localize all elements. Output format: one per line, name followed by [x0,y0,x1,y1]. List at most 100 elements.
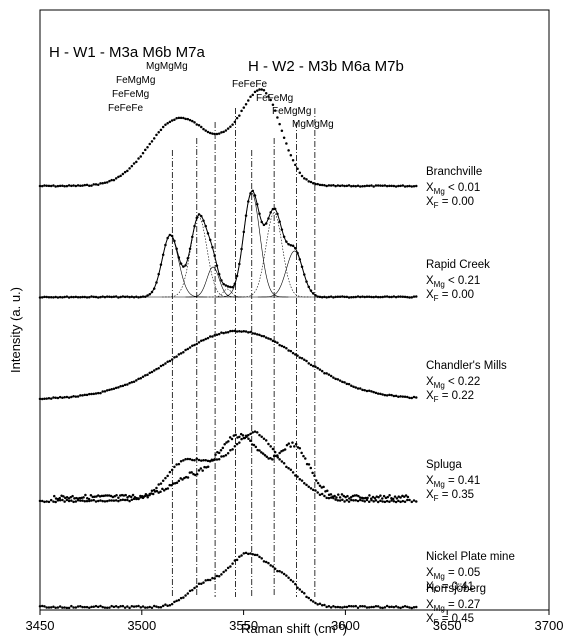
spectrum-point [170,358,174,361]
spectrum-point [150,140,154,143]
spectrum-point [294,353,297,356]
spectrum-point [269,564,272,567]
spectrum-point [341,498,344,502]
spectrum-point [83,499,87,503]
spectrum-point [85,393,89,397]
spectrum-point [329,374,333,378]
sample-x-mg: XMg < 0.21 [426,275,480,289]
spectrum-point [359,387,362,390]
spectrum-point [336,605,340,609]
spectrum-point [296,167,299,170]
spectrum-point [276,341,279,344]
spectrum-point [195,457,199,460]
spectrum-point [186,592,190,595]
sample-x-mg: XMg = 0.05 [426,567,480,581]
spectrum-point [374,605,378,608]
spectrum-point [164,362,167,365]
spectrum-point [372,390,375,394]
spectrum-point [132,605,136,608]
spectrum-point [211,459,214,462]
spectrum-point [162,489,166,492]
spectrum-point [54,500,57,504]
spectrum-point [206,465,210,469]
fitted-envelope [40,190,417,298]
spectrum-point [84,493,87,497]
spectrum-point [229,565,232,568]
spectrum-point [231,448,234,451]
spectrum-point [128,606,131,610]
spectrum-point [354,386,358,389]
x-tick-label: 3600 [331,618,360,633]
spectrum-point [276,116,279,119]
x-axis-title-close: ) [343,621,347,636]
spectrum-point [376,605,380,608]
spectrum-point [113,495,116,498]
spectrum-point [72,606,75,609]
sample-x-mg-sub: Mg [434,381,445,390]
spectrum-point [329,496,333,499]
spectrum-point [45,606,48,609]
spectrum-point [394,394,398,398]
spectrum-point [229,448,232,452]
spectrum-point [85,183,89,187]
spectrum-point [213,132,216,136]
spectrum-point [401,395,405,398]
spectrum-point [193,343,196,347]
spectrum-point [67,606,71,610]
spectrum-point [367,389,371,392]
spectrum-point [260,557,263,560]
spectrum-point [193,459,196,462]
spectrum-point [52,396,55,399]
reference-line-label: FeFeFe [232,79,267,90]
spectrum-point [63,396,66,399]
spectrum-point [222,570,225,574]
spectrum-point [273,567,277,571]
spectrum-point [79,184,82,187]
spectrum-point [92,498,95,502]
spectrum-point [195,585,199,588]
spectrum-point [67,499,71,503]
spectrum-point [399,395,402,398]
annotation-labels: FeFeFeFeFeMgFeMgMgMgMgMgFeFeFeFeFeMgFeMg… [108,61,515,627]
spectrum-point [65,184,69,188]
spectrum-point [309,487,313,490]
spectrum-point [56,499,60,502]
spectrum-point [318,368,322,371]
spectrum-point [141,605,145,608]
spectrum-point [61,606,64,609]
spectrum-point [350,498,353,502]
spectrum-point [58,184,62,188]
sample-x-mg: XMg = 0.41 [426,475,480,489]
spectrum-point [350,384,353,387]
spectrum-point [164,123,167,126]
spectrum-point [67,497,71,500]
spectrum-point [381,393,384,396]
spectrum-point [177,479,181,483]
spectrum-point [235,116,239,120]
spectrum-point [231,562,234,565]
spectrum-point [85,605,89,609]
x-tick-label: 3450 [26,618,55,633]
spectrum-point [215,458,219,461]
spectrum-point [88,184,91,187]
sample-x-mg-var: X [426,376,434,388]
spectrum-point [372,185,375,188]
spectrum-point [219,449,223,452]
spectrum-point [45,500,48,503]
spectrum-point [186,347,190,351]
spectrum-point [104,494,107,497]
spectrum-point [151,492,155,496]
spectrum-point [316,481,320,485]
spectrum-point [370,184,373,187]
spectrum-point [397,184,400,188]
spectrum-point [95,495,98,498]
spectrum-point [247,433,250,437]
spectrum-point [61,498,64,502]
spectrum-point [204,129,207,132]
spectrum-point [410,396,414,400]
spectrum-point [135,160,138,164]
spectrum-point [191,588,194,592]
spectrum-point [182,116,185,120]
spectrum-point [242,106,246,109]
spectrum-point [390,499,393,502]
